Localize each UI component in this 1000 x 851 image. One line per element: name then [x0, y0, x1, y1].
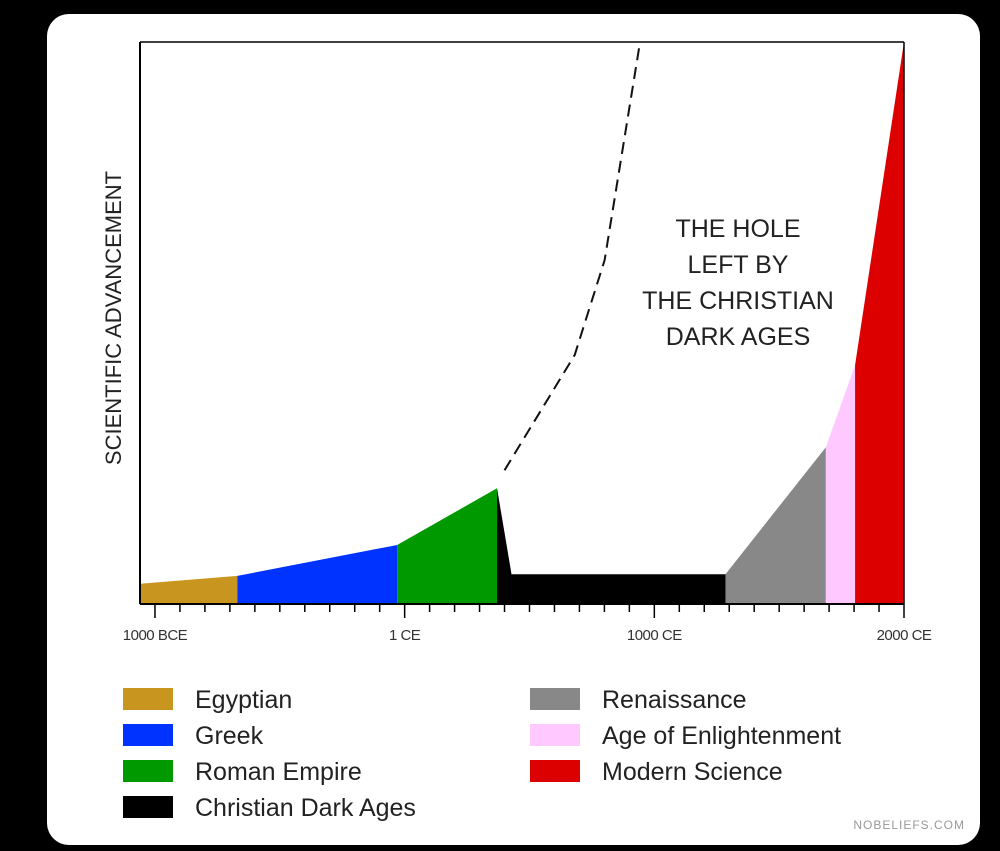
legend-swatch	[123, 688, 173, 710]
legend-label: Egyptian	[195, 686, 292, 714]
legend-label: Christian Dark Ages	[195, 794, 416, 822]
legend-swatch	[530, 688, 580, 710]
area-greek	[237, 544, 398, 604]
legend-swatch	[123, 796, 173, 818]
legend-label: Modern Science	[602, 758, 783, 786]
area-modern-science	[855, 42, 904, 604]
chart-card	[47, 14, 980, 845]
area-renaissance	[725, 447, 826, 604]
area-age-of-enlightenment	[825, 365, 856, 604]
annotation-line: DARK AGES	[666, 323, 811, 351]
annotation-line: THE CHRISTIAN	[642, 287, 834, 315]
legend-swatch	[123, 724, 173, 746]
dashed-projection-line	[503, 44, 641, 471]
x-tick-label: 1000 BCE	[123, 627, 188, 644]
legend: Egyptian Greek Roman Empire Christian Dark …	[123, 686, 841, 822]
x-tick-label: 1 CE	[389, 627, 421, 644]
annotation-line: THE HOLE	[675, 215, 800, 243]
legend-swatch	[530, 724, 580, 746]
x-tick-label: 2000 CE	[877, 627, 932, 644]
x-tick-label: 1000 CE	[627, 627, 682, 644]
area-egyptian	[140, 575, 238, 604]
legend-swatch	[123, 760, 173, 782]
legend-label: Roman Empire	[195, 758, 362, 786]
area-roman-empire	[397, 488, 498, 604]
legend-label: Greek	[195, 722, 264, 750]
legend-label: Age of Enlightenment	[602, 722, 841, 750]
annotation: THE HOLE LEFT BY THE CHRISTIAN DARK AGES	[642, 215, 834, 351]
legend-label: Renaissance	[602, 686, 747, 714]
watermark: NOBELIEFS.COM	[853, 818, 965, 832]
area-christian-dark-ages	[497, 488, 726, 604]
legend-swatch	[530, 760, 580, 782]
y-axis-label: SCIENTIFIC ADVANCEMENT	[101, 171, 126, 465]
annotation-line: LEFT BY	[688, 251, 789, 279]
